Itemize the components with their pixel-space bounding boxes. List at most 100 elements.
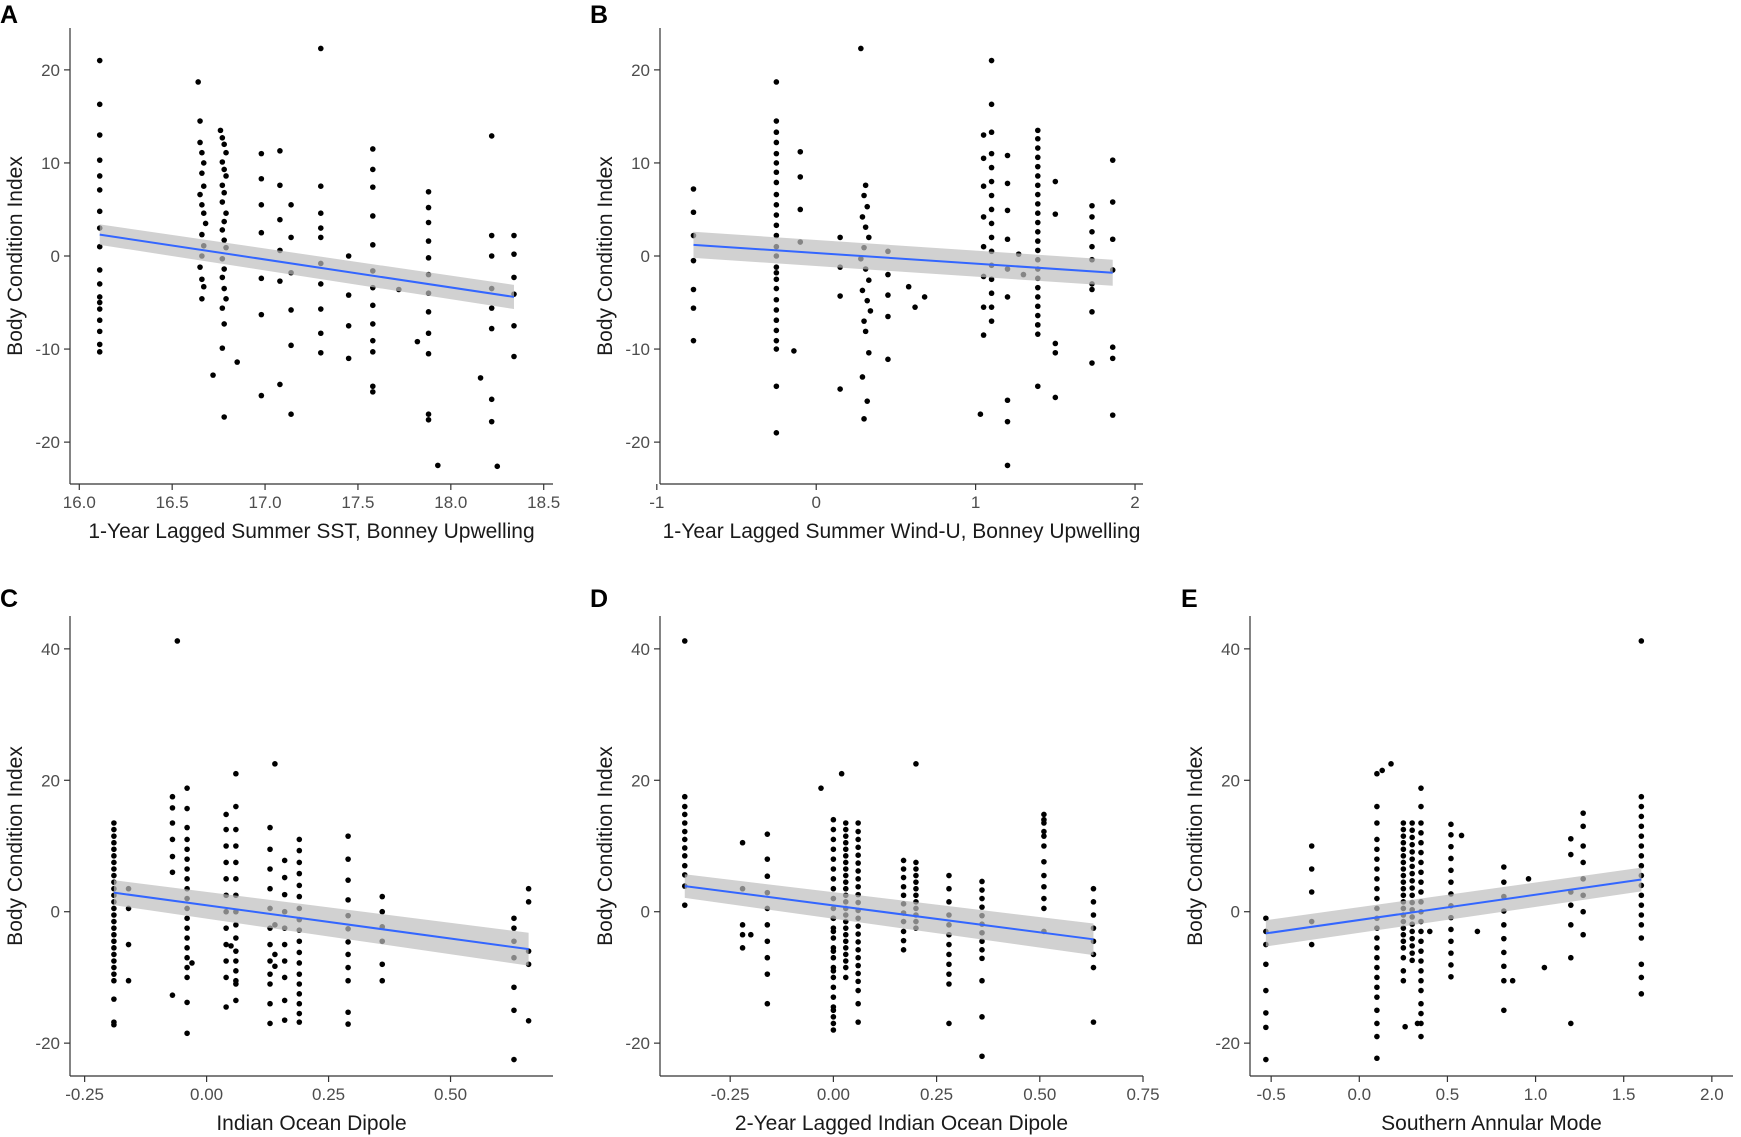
panel-e-y-axis-title: Body Condition Index (1184, 746, 1207, 946)
panel-c-data-point (281, 874, 288, 881)
panel-b-data-point (773, 160, 780, 166)
panel-a-data-point (96, 132, 103, 138)
panel-a-data-point (96, 294, 103, 300)
panel-d-data-point (946, 872, 952, 879)
panel-e-x-tick-label: 1.5 (1612, 1085, 1636, 1104)
panel-a-x-axis-title: 1-Year Lagged Summer SST, Bonney Upwelli… (88, 520, 534, 543)
panel-e-data-point (1638, 902, 1645, 908)
panel-b-y-tick-label: -10 (625, 340, 650, 359)
panel-d-data-point (764, 1000, 771, 1007)
panel-c-data-point (111, 912, 117, 918)
panel-c-data-point (296, 960, 303, 966)
panel-b-data-point (1089, 360, 1095, 366)
panel-e-data-point (1374, 846, 1380, 853)
panel-d-data-point (842, 826, 849, 833)
panel-b-data-point (773, 296, 780, 303)
panel-e-data-point (1374, 856, 1380, 862)
panel-e-data-point (1409, 870, 1415, 877)
panel-c-data-point (296, 938, 303, 945)
panel-e-data-point (1409, 957, 1415, 964)
panel-b-data-point (861, 416, 867, 422)
panel-a-data-point (488, 253, 495, 259)
panel-e-data-point (1374, 770, 1380, 777)
panel-b-data-point (690, 286, 697, 293)
panel-d-data-point (681, 803, 688, 810)
panel-e-data-point (1414, 1020, 1421, 1027)
panel-a-data-point (258, 311, 265, 318)
panel-e-data-point (1638, 853, 1645, 859)
panel-d-data-point (739, 922, 746, 928)
panel-e-data-point (1638, 843, 1645, 849)
panel-a-data-point (197, 191, 203, 198)
panel-c-data-point (296, 859, 303, 866)
panel-e-data-point (1418, 977, 1424, 984)
panel-b-data-point (1089, 214, 1095, 220)
panel-a-data-point (277, 182, 283, 189)
panel-d-data-point (979, 938, 985, 945)
panel-b-data-point (797, 148, 804, 155)
panel-e-data-point (1374, 876, 1380, 882)
panel-a-data-point (511, 353, 517, 360)
panel-d-data-point (1041, 811, 1047, 818)
panel-e-data-point (1400, 892, 1407, 899)
panel-a-data-point (217, 127, 224, 134)
panel-a-data-point (425, 219, 432, 226)
panel-e-data-point (1400, 954, 1407, 961)
panel-d-data-point (830, 1007, 837, 1014)
panel-a-data-point (223, 210, 229, 216)
panel-d-data-point (1041, 828, 1047, 835)
panel-b-regression-line (693, 243, 1113, 274)
panel-e-data-point (1638, 638, 1645, 644)
panel-a-data-point (96, 341, 103, 348)
panel-a-data-point (370, 213, 376, 219)
panel-c-data-point (184, 1030, 190, 1037)
panel-a-data-point (370, 184, 376, 190)
panel-e-data-point (1448, 938, 1454, 945)
panel-c-data-point (345, 964, 351, 971)
panel-e-data-point (1418, 785, 1424, 791)
panel-c-regression-line (113, 891, 529, 951)
panel-e-data-point (1501, 963, 1507, 970)
panel-d-letter: D (590, 585, 608, 613)
panel-d-data-point (830, 948, 837, 954)
panel-b-data-point (864, 297, 871, 304)
panel-a-data-point (345, 322, 352, 329)
panel-c-data-point (184, 999, 190, 1006)
panel-c-data-point (296, 1010, 303, 1017)
panel-c-data-point (272, 951, 278, 958)
panel-c-data-point (233, 826, 239, 833)
panel-d-data-point (946, 941, 952, 948)
panel-e-data-point (1409, 943, 1415, 949)
panel-b-data-point (1034, 294, 1041, 300)
panel-e-data-point (1418, 1010, 1424, 1017)
panel-d-data-point (913, 885, 919, 892)
panel-a-x-tick-label: 17.5 (341, 493, 374, 512)
panel-a-data-point (435, 462, 441, 469)
panel-d-data-point (830, 836, 837, 843)
panel-b-data-point (885, 292, 891, 298)
panel-c-data-point (184, 876, 190, 882)
panel-c-y-tick-label: -20 (35, 1034, 60, 1053)
panel-d-data-point (946, 971, 952, 977)
panel-e-data-point (1448, 855, 1454, 862)
panel-c-data-point (281, 958, 288, 964)
panel-d-data-point (1090, 885, 1097, 892)
panel-e-data-point (1409, 820, 1415, 826)
panel-c-data-point (184, 824, 190, 831)
panel-e-data-point (1400, 833, 1407, 839)
panel-b-data-point (1089, 286, 1095, 293)
panel-b-data-point (773, 276, 780, 283)
panel-a-data-point (96, 281, 103, 287)
panel-e-data-point (1263, 987, 1269, 994)
panel-a-data-point (197, 264, 203, 270)
panel-c: C -0.25 0.00 0.25 0.50 -20 0 20 40 Indian Ocean … (0, 585, 553, 1135)
panel-d-data-point (913, 859, 919, 866)
panel-b-data-point (1034, 210, 1041, 216)
panel-e-y-tick-label: 40 (1221, 640, 1240, 659)
panel-e-data-point (1501, 879, 1507, 885)
panel-e-letter: E (1181, 585, 1198, 613)
panel-b-data-point (773, 285, 780, 292)
panel-b-data-point (980, 304, 987, 310)
panel-a-data-point (370, 166, 376, 173)
panel-b-data-point (862, 224, 869, 230)
